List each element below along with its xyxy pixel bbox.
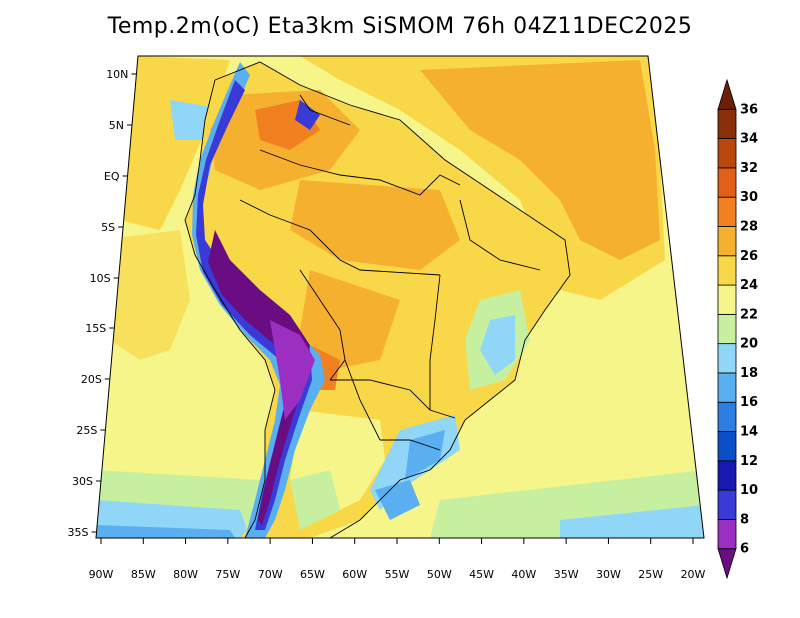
lon-tick-label: 45W — [469, 568, 494, 581]
colorbar-label: 16 — [740, 395, 758, 410]
longitude-axis: 90W 85W 80W 75W 70W 65W 60W 55W 50W 45W 40W 35W 30W 2… — [89, 538, 706, 581]
colorbar-swatch — [717, 78, 737, 110]
colorbar-swatch — [717, 343, 737, 374]
colorbar-swatch — [717, 519, 737, 550]
lat-tick-label: 30S — [72, 475, 93, 488]
colorbar-swatch — [717, 196, 737, 227]
lat-tick-label: 5N — [109, 119, 124, 132]
colorbar-label: 8 — [740, 512, 749, 527]
colorbar-swatch — [717, 284, 737, 315]
colorbar-label: 32 — [740, 161, 758, 176]
lat-tick-label: 10N — [106, 68, 128, 81]
lat-tick-label: 15S — [85, 322, 106, 335]
lon-tick-label: 35W — [554, 568, 579, 581]
colorbar-label: 36 — [740, 102, 758, 117]
colorbar-label: 18 — [740, 366, 758, 381]
colorbar-swatch — [717, 138, 737, 169]
colorbar-swatch — [717, 255, 737, 286]
lat-tick-label: 5S — [101, 221, 115, 234]
colorbar-label: 6 — [740, 542, 749, 557]
lon-tick-label: 90W — [89, 568, 114, 581]
temperature-field — [96, 56, 704, 538]
lat-tick-label: 20S — [81, 373, 102, 386]
colorbar-label: 26 — [740, 249, 758, 264]
latitude-axis: 10N 5N EQ 5S 10S 15S 20S 25S 30S 35S — [68, 68, 137, 539]
lat-tick-label: 10S — [90, 272, 111, 285]
colorbar-swatch — [717, 548, 737, 580]
colorbar-swatch — [717, 431, 737, 462]
colorbar-label: 10 — [740, 483, 758, 498]
lon-tick-label: 70W — [258, 568, 283, 581]
colorbar-swatch — [717, 372, 737, 403]
lon-tick-label: 75W — [215, 568, 240, 581]
colorbar-label: 12 — [740, 454, 758, 469]
colorbar-legend: 6 8 10 12 14 16 18 20 22 24 26 28 30 32 34 36 — [717, 78, 758, 580]
colorbar-label: 22 — [740, 307, 758, 322]
lon-tick-label: 80W — [173, 568, 198, 581]
colorbar-label: 20 — [740, 337, 758, 352]
colorbar-label: 34 — [740, 132, 758, 147]
lat-tick-label: 35S — [68, 526, 89, 539]
lon-tick-label: 60W — [342, 568, 367, 581]
colorbar-label: 14 — [740, 425, 758, 440]
political-borders — [184, 61, 571, 539]
colorbar-label: 30 — [740, 190, 758, 205]
colorbar-swatch — [717, 226, 737, 257]
colorbar-swatch — [717, 313, 737, 345]
lat-tick-label: EQ — [104, 170, 120, 183]
colorbar-swatch — [717, 108, 737, 139]
colorbar-swatch — [717, 489, 737, 520]
lon-tick-label: 85W — [131, 568, 156, 581]
colorbar-label: 28 — [740, 219, 758, 234]
lon-tick-label: 50W — [427, 568, 452, 581]
lon-tick-label: 25W — [638, 568, 663, 581]
lon-tick-label: 65W — [300, 568, 325, 581]
colorbar-swatch — [717, 401, 737, 432]
lon-tick-label: 30W — [596, 568, 621, 581]
lat-tick-label: 25S — [76, 424, 97, 437]
map-frame — [95, 55, 705, 539]
lon-tick-label: 20W — [681, 568, 706, 581]
colorbar-swatch — [717, 460, 737, 491]
lon-tick-label: 40W — [511, 568, 536, 581]
lon-tick-label: 55W — [385, 568, 410, 581]
colorbar-label: 24 — [740, 278, 758, 293]
colorbar-swatch — [717, 167, 737, 198]
map-title: Temp.2m(oC) Eta3km SiSMOM 76h 04Z11DEC20… — [107, 14, 693, 39]
